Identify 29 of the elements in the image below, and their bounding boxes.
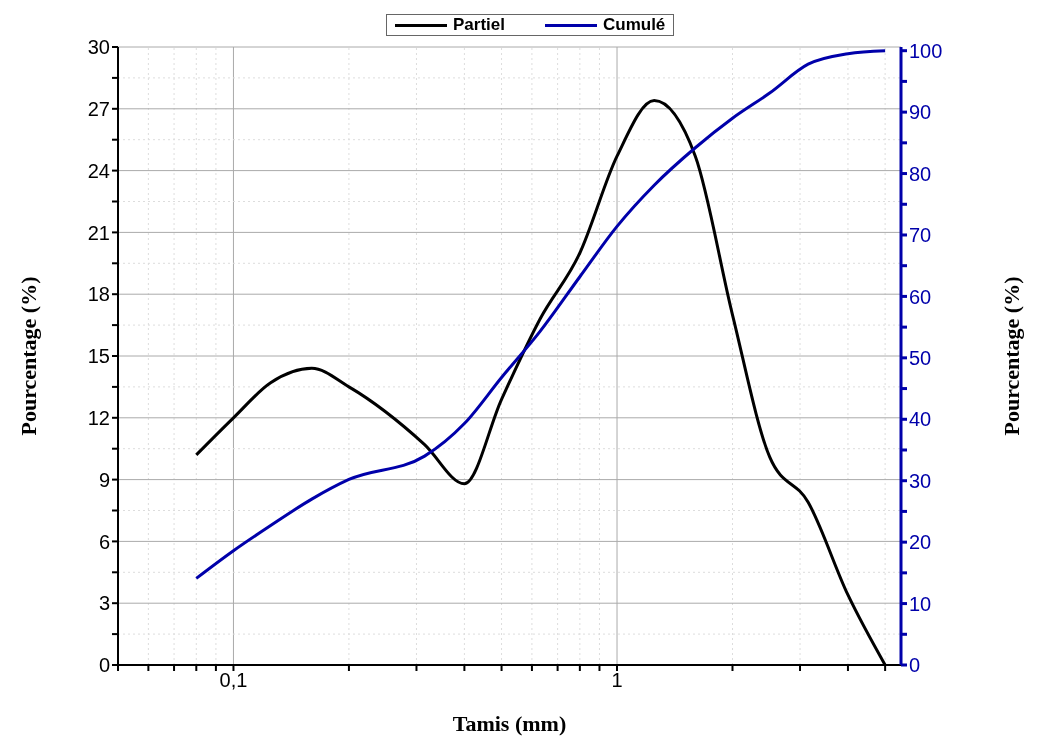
y-tick-label: 6 bbox=[98, 530, 110, 553]
y2-axis-title: Pourcentage (%) bbox=[998, 276, 1024, 436]
x-axis-title: Tamis (mm) bbox=[452, 711, 567, 736]
y2-tick-label: 90 bbox=[909, 101, 932, 124]
y-axis-title: Pourcentage (%) bbox=[15, 276, 41, 436]
y2-tick-label: 40 bbox=[909, 408, 932, 431]
y2-tick-label: 80 bbox=[909, 162, 932, 185]
y-tick-label: 21 bbox=[87, 221, 110, 244]
y-tick-label: 24 bbox=[87, 159, 110, 182]
y-tick-label: 9 bbox=[98, 468, 110, 491]
x-tick-label: 1 bbox=[611, 669, 623, 692]
y-tick-label: 15 bbox=[87, 345, 110, 368]
x-tick-label: 0,1 bbox=[219, 669, 248, 692]
y-tick-label: 27 bbox=[87, 97, 110, 120]
y2-tick-label: 0 bbox=[909, 654, 921, 677]
y2-tick-label: 50 bbox=[909, 346, 932, 369]
y2-tick-label: 60 bbox=[909, 285, 932, 308]
legend-label: Cumulé bbox=[602, 15, 666, 35]
y-tick-label: 3 bbox=[98, 592, 110, 615]
y2-tick-label: 100 bbox=[909, 39, 943, 62]
y-tick-label: 18 bbox=[87, 283, 110, 306]
y2-tick-label: 70 bbox=[909, 224, 932, 247]
y2-tick-label: 10 bbox=[909, 592, 932, 615]
legend-label: Partiel bbox=[453, 15, 505, 35]
y-tick-label: 30 bbox=[87, 36, 110, 59]
y-tick-label: 0 bbox=[98, 654, 110, 677]
y2-tick-label: 30 bbox=[909, 469, 932, 492]
y-tick-label: 12 bbox=[87, 406, 110, 429]
y2-tick-label: 20 bbox=[909, 531, 932, 554]
